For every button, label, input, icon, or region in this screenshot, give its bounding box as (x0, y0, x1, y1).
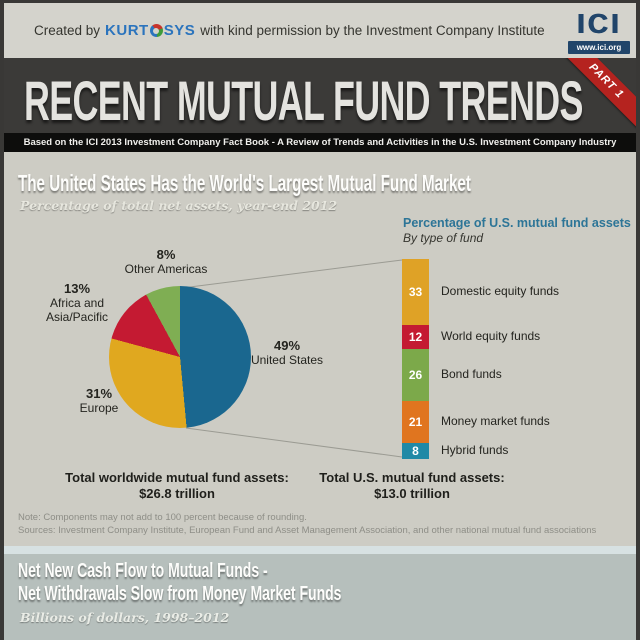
us-total-value: $13.0 trillion (374, 486, 450, 501)
kurtosys-logo: KURT SYS (105, 22, 195, 39)
kurtosys-o-icon (149, 24, 163, 37)
bar-segment: 12 (402, 325, 429, 349)
top-bar: Created by KURT SYS with kind permission … (4, 3, 636, 58)
bar-label: World equity funds (441, 329, 541, 343)
banner: RECENT MUTUAL FUND TRENDS PART 1 (4, 58, 636, 133)
section2-subheading: Billions of dollars, 1998–2012 (20, 610, 230, 625)
created-by-suffix: with kind permission by the Investment C… (200, 23, 545, 38)
pie-label-name: Africa and Asia/Pacific (45, 296, 109, 324)
bar-segment: 8 (402, 443, 429, 459)
section1: The United States Has the World's Larges… (4, 152, 636, 546)
ici-acronym: ICI (576, 8, 622, 39)
note-text: Note: Components may not add to 100 perc… (18, 512, 307, 523)
us-bar-subheader: By type of fund (403, 231, 484, 245)
section2-heading-line2: Net Withdrawals Slow from Money Market F… (18, 583, 342, 605)
created-by-text: Created by KURT SYS with kind permission … (34, 3, 545, 58)
source-strip-text: Based on the ICI 2013 Investment Company… (23, 137, 617, 148)
bar-segment-value: 26 (408, 368, 423, 382)
bar-label: Money market funds (441, 414, 550, 428)
pie-label-name: Other Americas (124, 262, 208, 276)
section2-heading-line1: Net New Cash Flow to Mutual Funds - (18, 560, 268, 582)
bar-label: Domestic equity funds (441, 284, 560, 298)
ici-url-box: www.ici.org (568, 41, 630, 54)
pie-label-name: United States (250, 353, 324, 367)
pie-chart (109, 286, 251, 428)
bar-segment-value: 21 (408, 415, 423, 429)
bar-segment: 21 (402, 401, 429, 443)
bar-segment: 33 (402, 259, 429, 325)
bar-label: Bond funds (441, 367, 502, 381)
us-bar-header: Percentage of U.S. mutual fund assets (403, 216, 631, 230)
pie-label: 8% Other Americas (101, 247, 231, 277)
section2: Net New Cash Flow to Mutual Funds - Net … (4, 554, 636, 640)
stacked-bar: 33 12 26 21 8 (402, 259, 429, 459)
ici-logo: ICI www.ici.org (568, 9, 630, 57)
us-total: Total U.S. mutual fund assets: $13.0 tri… (297, 470, 527, 502)
world-total: Total worldwide mutual fund assets: $26.… (62, 470, 292, 502)
pie-label-percent: 13% (63, 281, 91, 296)
pie-label-name: Europe (79, 401, 119, 415)
bar-segment-value: 33 (408, 285, 423, 299)
pie-label-percent: 31% (85, 386, 113, 401)
section1-subheading: Percentage of total net assets, year-end… (20, 198, 338, 213)
pie-label-percent: 49% (273, 338, 301, 353)
pie-label: 31% Europe (34, 386, 164, 416)
bar-labels: Domestic equity funds World equity funds B… (441, 259, 611, 459)
bar-segment: 26 (402, 349, 429, 401)
banner-title: RECENT MUTUAL FUND TRENDS (24, 69, 583, 132)
world-total-label: Total worldwide mutual fund assets: (65, 470, 289, 485)
ribbon-label: PART 1 (586, 61, 627, 101)
sources-text: Sources: Investment Company Institute, E… (18, 525, 597, 536)
source-strip: Based on the ICI 2013 Investment Company… (4, 133, 636, 152)
section1-heading: The United States Has the World's Larges… (18, 170, 471, 196)
kurtosys-logo-left: KURT (105, 22, 149, 39)
pie-label: 13% Africa and Asia/Pacific (42, 281, 112, 325)
us-total-label: Total U.S. mutual fund assets: (319, 470, 505, 485)
connector-line-bottom (185, 427, 403, 458)
bar-segment-value: 12 (408, 330, 423, 344)
pie-label-percent: 8% (156, 247, 176, 262)
world-total-value: $26.8 trillion (139, 486, 215, 501)
created-by-prefix: Created by (34, 23, 101, 38)
bar-label: Hybrid funds (441, 443, 509, 457)
pie-label: 49% United States (222, 338, 352, 368)
kurtosys-logo-right: SYS (163, 22, 196, 39)
bar-segment-value: 8 (412, 444, 419, 458)
section-divider (4, 546, 636, 554)
